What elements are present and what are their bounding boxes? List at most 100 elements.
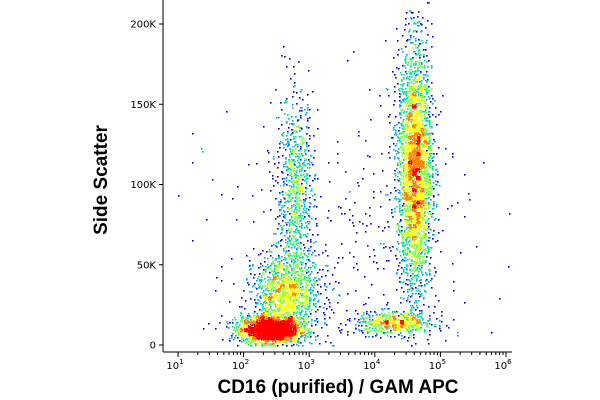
data-point <box>422 200 424 202</box>
data-point <box>250 319 252 321</box>
data-point <box>281 328 283 330</box>
data-point <box>275 331 277 333</box>
data-point <box>286 325 288 327</box>
data-point <box>304 267 306 269</box>
data-point <box>246 278 248 280</box>
data-point <box>299 288 301 290</box>
data-point <box>408 164 410 166</box>
data-point <box>295 286 297 288</box>
data-point <box>297 203 299 205</box>
data-point <box>283 319 285 321</box>
data-point <box>276 337 278 339</box>
data-point <box>289 258 291 260</box>
data-point <box>277 289 279 291</box>
data-point <box>271 332 273 334</box>
data-point <box>296 172 298 174</box>
data-point <box>234 317 236 319</box>
data-point <box>261 322 263 324</box>
data-point <box>396 67 398 69</box>
data-point <box>237 345 239 347</box>
data-point <box>266 321 268 323</box>
data-point <box>267 315 269 317</box>
data-point <box>274 265 276 267</box>
data-point <box>314 266 316 268</box>
data-point <box>409 210 411 212</box>
data-point <box>272 282 274 284</box>
data-point <box>275 324 277 326</box>
data-point <box>311 188 313 190</box>
data-point <box>270 268 272 270</box>
data-point <box>280 322 282 324</box>
data-point <box>263 313 265 315</box>
data-point <box>287 241 289 243</box>
data-point <box>261 317 263 319</box>
data-point <box>296 300 298 302</box>
data-point <box>264 321 266 323</box>
data-point <box>280 192 282 194</box>
data-point <box>288 319 290 321</box>
data-point <box>287 332 289 334</box>
data-point <box>277 167 279 169</box>
data-point <box>251 342 253 344</box>
data-point <box>259 334 261 336</box>
data-point <box>283 268 285 270</box>
data-point <box>279 330 281 332</box>
data-point <box>260 317 262 319</box>
data-point <box>291 186 293 188</box>
data-point <box>272 338 274 340</box>
data-point <box>238 332 240 334</box>
data-point <box>263 319 265 321</box>
data-point <box>284 306 286 308</box>
data-point <box>292 335 294 337</box>
data-point <box>261 342 263 344</box>
data-point <box>279 324 281 326</box>
data-point <box>264 332 266 334</box>
data-point <box>284 211 286 213</box>
data-point <box>301 336 303 338</box>
data-point <box>269 249 271 251</box>
data-point <box>277 290 279 292</box>
data-point <box>281 308 283 310</box>
data-point <box>259 326 261 328</box>
data-point <box>287 200 289 202</box>
data-point <box>278 223 280 225</box>
data-point <box>298 119 300 121</box>
data-point <box>299 230 301 232</box>
data-point <box>277 270 279 272</box>
data-point <box>289 163 291 165</box>
data-point <box>264 320 266 322</box>
data-point <box>307 167 309 169</box>
data-point <box>306 159 308 161</box>
data-point <box>264 322 266 324</box>
data-point <box>295 295 297 297</box>
data-point <box>295 131 297 133</box>
data-point <box>243 324 245 326</box>
data-point <box>286 312 288 314</box>
data-point <box>265 331 267 333</box>
data-point <box>256 343 258 345</box>
data-point <box>276 331 278 333</box>
data-point <box>289 311 291 313</box>
data-point <box>313 206 315 208</box>
data-point <box>242 317 244 319</box>
data-point <box>259 280 261 282</box>
data-point <box>290 298 292 300</box>
data-point <box>291 221 293 223</box>
data-point <box>296 324 298 326</box>
data-point <box>263 269 265 271</box>
data-point <box>258 338 260 340</box>
data-point <box>280 287 282 289</box>
data-point <box>270 279 272 281</box>
data-point <box>280 319 282 321</box>
data-point <box>295 144 297 146</box>
data-point <box>268 318 270 320</box>
data-point <box>308 280 310 282</box>
data-point <box>243 328 245 330</box>
data-point <box>308 277 310 279</box>
data-point <box>265 329 267 331</box>
data-point <box>272 319 274 321</box>
data-point <box>267 330 269 332</box>
data-point <box>257 278 259 280</box>
data-point <box>281 324 283 326</box>
data-point <box>273 319 275 321</box>
